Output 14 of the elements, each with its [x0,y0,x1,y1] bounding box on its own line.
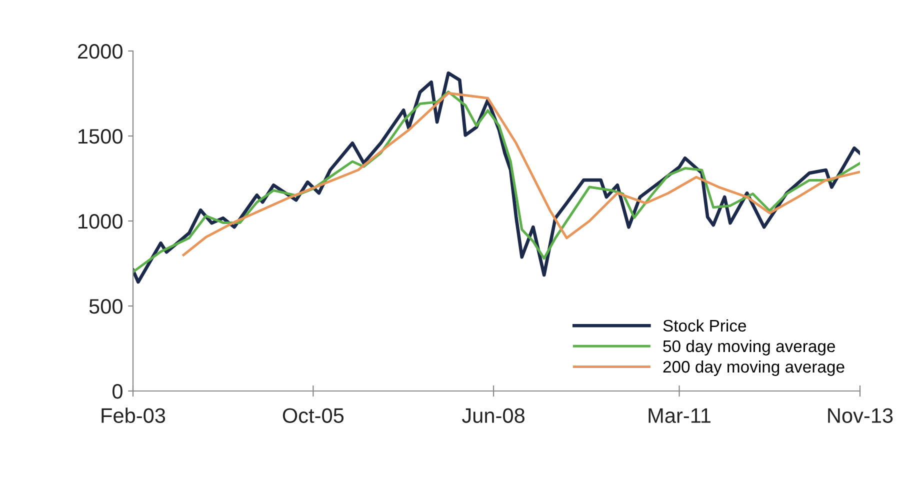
x-tick-label: Mar-11 [648,408,710,423]
y-tick-label: 500 [89,299,122,314]
y-tick-label: 0 [112,384,122,399]
y-tick-label: 1500 [78,129,122,144]
x-tick-label: Nov-13 [828,408,893,423]
legend-label: Stock Price [663,319,746,332]
y-tick-label: 1000 [78,214,122,229]
legend-label: 50 day moving average [663,340,836,356]
x-tick-label: Jun-08 [462,408,524,423]
line-series [182,92,860,256]
legend-label: 200 day moving average [663,360,844,376]
x-tick-label: Feb-03 [102,408,166,423]
x-tick-label: Oct-05 [282,408,344,423]
y-tick-label: 2000 [78,44,122,59]
